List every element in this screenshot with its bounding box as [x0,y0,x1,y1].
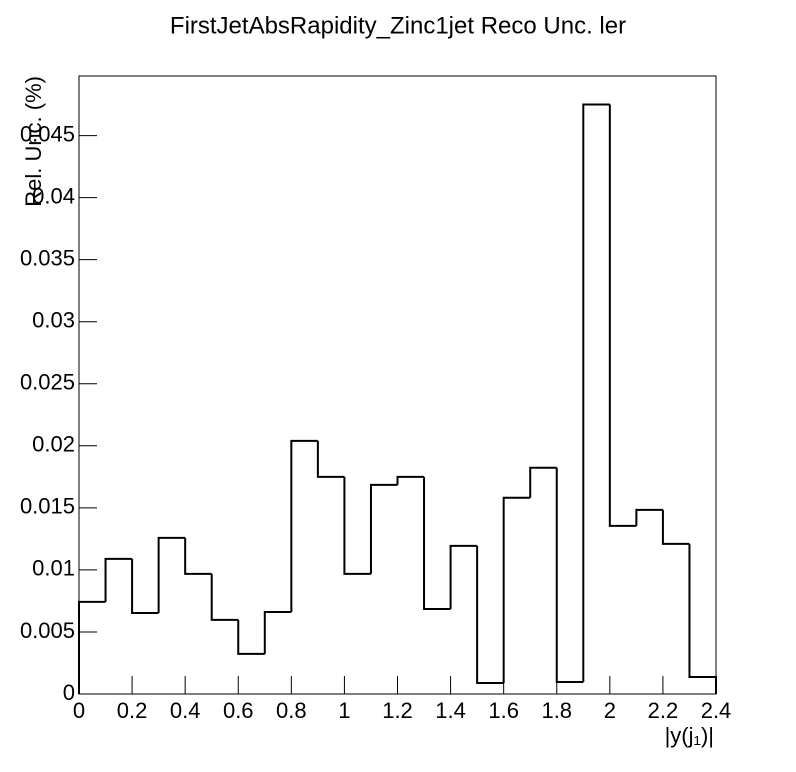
histogram-bin [369,483,398,574]
x-tick-label: 1 [338,698,350,723]
histogram-bin [237,619,265,655]
y-tick-label: 0.005 [20,618,75,643]
x-tick-label: 2.4 [701,698,732,723]
y-tick-label: 0.025 [20,370,75,395]
x-tick-label: 0.8 [276,698,307,723]
x-tick-label: 0.2 [117,698,148,723]
x-tick-label: 1.2 [382,698,413,723]
histogram-bin [396,475,425,485]
x-tick-label: 0.4 [170,698,201,723]
y-tick-label: 0.045 [20,121,75,146]
histogram-bin [131,558,159,614]
histogram-bin [104,557,133,602]
histogram-bin [502,496,531,683]
histogram-bin [210,573,239,621]
y-tick-label: 0.035 [20,245,75,270]
histogram-bin [290,439,318,612]
histogram-bin [78,600,106,694]
histogram-bin [688,543,717,694]
x-tick-label: 2.2 [648,698,679,723]
x-tick-label: 1.8 [541,698,572,723]
chart-title: FirstJetAbsRapidity_Zinc1jet Reco Unc. l… [170,12,626,39]
x-tick-label: 1.6 [488,698,519,723]
x-tick-label: 0.6 [223,698,254,723]
histogram-bin [476,545,504,684]
histogram-bin [529,466,557,498]
x-tick-label: 2 [604,698,616,723]
y-tick-label: 0.01 [32,556,75,581]
histogram-bin [635,508,663,526]
histogram-bin [555,467,584,683]
x-tick-label: 0 [73,698,85,723]
histogram-bin [343,476,371,575]
histogram-bin [449,544,478,609]
histogram-bin [157,536,186,613]
x-tick-label: 1.4 [435,698,466,723]
histogram-bin [316,440,345,478]
histogram-bin [582,103,610,682]
x-axis-label: |y(j₁)| [665,723,714,748]
y-tick-label: 0.02 [32,432,75,457]
y-tick-label: 0.04 [32,183,75,208]
y-tick-label: 0.03 [32,308,75,333]
histogram-bin [661,509,690,545]
y-tick-label: 0 [63,680,75,705]
histogram-bin [423,476,451,610]
histogram-bin [263,610,292,654]
histogram-bin [184,537,212,575]
y-axis-label: Rel. Unc. (%) [21,76,46,207]
y-tick-label: 0.015 [20,494,75,519]
histogram-bin [608,104,637,527]
